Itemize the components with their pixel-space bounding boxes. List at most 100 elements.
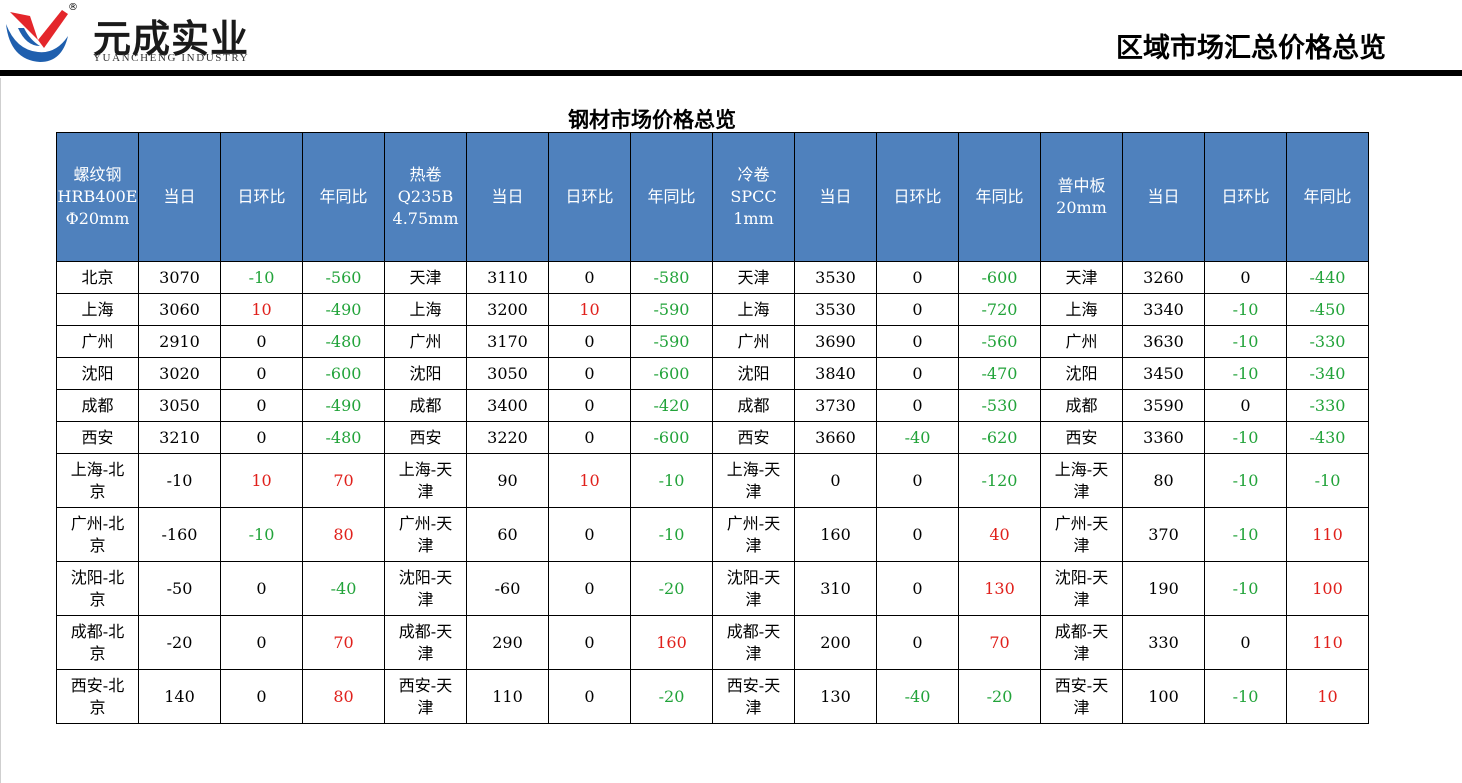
- value-cell: 160: [630, 615, 713, 670]
- value-cell: -480: [302, 325, 385, 358]
- value-cell: 3170: [466, 325, 549, 358]
- value-cell: 0: [220, 357, 303, 390]
- value-cell: 290: [466, 615, 549, 670]
- value-cell: -20: [138, 615, 221, 670]
- column-header: 日环比: [220, 132, 303, 262]
- value-cell: -40: [876, 669, 959, 724]
- region-cell: 上海-北京: [56, 453, 139, 508]
- value-cell: -40: [302, 561, 385, 616]
- value-cell: -330: [1286, 325, 1369, 358]
- table-row: 成都-北京 -20 0 70 成都-天津 290 0 160 成都-天津 200 0 70 成都-天津 3…: [56, 615, 1369, 670]
- region-cell: 北京: [56, 261, 139, 294]
- value-cell: 3260: [1122, 261, 1205, 294]
- region-cell: 上海: [1040, 293, 1123, 326]
- region-cell: 上海-天津: [712, 453, 795, 508]
- column-header: 当日: [1122, 132, 1205, 262]
- region-cell: 广州-天津: [384, 507, 467, 562]
- table-row: 上海-北京 -10 10 70 上海-天津 90 10 -10 上海-天津 0 0 -120 上海-天津…: [56, 453, 1369, 508]
- region-cell: 沈阳: [384, 357, 467, 390]
- value-cell: 0: [876, 615, 959, 670]
- table-row: 上海 3060 10 -490 上海 3200 10 -590 上海 3530 0 -720 上海 334…: [56, 293, 1369, 326]
- value-cell: 3530: [794, 293, 877, 326]
- value-cell: -10: [1204, 357, 1287, 390]
- value-cell: -20: [630, 561, 713, 616]
- value-cell: -560: [958, 325, 1041, 358]
- value-cell: 3110: [466, 261, 549, 294]
- column-header: 年同比: [302, 132, 385, 262]
- region-cell: 西安: [712, 421, 795, 454]
- value-cell: 3220: [466, 421, 549, 454]
- region-cell: 西安-北京: [56, 669, 139, 724]
- region-cell: 上海: [384, 293, 467, 326]
- value-cell: 3400: [466, 389, 549, 422]
- table-header-row: 螺纹钢 HRB400E Φ20mm 当日 日环比 年同比 热卷 Q235B 4.75mm 当日 日环…: [56, 132, 1369, 262]
- region-cell: 西安-天津: [1040, 669, 1123, 724]
- value-cell: 0: [220, 561, 303, 616]
- value-cell: -160: [138, 507, 221, 562]
- region-cell: 沈阳: [56, 357, 139, 390]
- value-cell: 0: [548, 561, 631, 616]
- column-header: 普中板 20mm: [1040, 132, 1123, 262]
- page-header: ® 元成实业 YUANCHENG INDUSTRY 区域市场汇总价格总览: [0, 0, 1462, 78]
- value-cell: 0: [548, 389, 631, 422]
- column-header: 日环比: [548, 132, 631, 262]
- logo-english-name: YUANCHENG INDUSTRY: [93, 52, 250, 64]
- value-cell: 0: [876, 293, 959, 326]
- table-row: 沈阳-北京 -50 0 -40 沈阳-天津 -60 0 -20 沈阳-天津 310 0 130 沈阳-天…: [56, 561, 1369, 616]
- value-cell: 0: [876, 389, 959, 422]
- value-cell: 200: [794, 615, 877, 670]
- value-cell: 0: [220, 421, 303, 454]
- value-cell: 3050: [138, 389, 221, 422]
- value-cell: 0: [548, 615, 631, 670]
- value-cell: -470: [958, 357, 1041, 390]
- value-cell: -600: [302, 357, 385, 390]
- value-cell: 130: [958, 561, 1041, 616]
- section-title: 钢材市场价格总览: [568, 108, 736, 132]
- value-cell: 190: [1122, 561, 1205, 616]
- registered-mark: ®: [68, 2, 78, 13]
- column-header: 冷卷 SPCC 1mm: [712, 132, 795, 262]
- region-cell: 广州-天津: [712, 507, 795, 562]
- price-table: 螺纹钢 HRB400E Φ20mm 当日 日环比 年同比 热卷 Q235B 4.75mm 当日 日环…: [56, 132, 1369, 724]
- value-cell: 3590: [1122, 389, 1205, 422]
- region-cell: 西安: [1040, 421, 1123, 454]
- region-cell: 沈阳-天津: [384, 561, 467, 616]
- value-cell: -10: [1204, 325, 1287, 358]
- value-cell: 70: [302, 615, 385, 670]
- column-header: 日环比: [1204, 132, 1287, 262]
- value-cell: -10: [1204, 561, 1287, 616]
- region-cell: 成都: [1040, 389, 1123, 422]
- region-cell: 西安-天津: [712, 669, 795, 724]
- region-cell: 广州: [1040, 325, 1123, 358]
- column-header: 热卷 Q235B 4.75mm: [384, 132, 467, 262]
- value-cell: 100: [1122, 669, 1205, 724]
- value-cell: 70: [302, 453, 385, 508]
- region-cell: 上海: [56, 293, 139, 326]
- value-cell: -40: [876, 421, 959, 454]
- value-cell: -590: [630, 293, 713, 326]
- value-cell: 3210: [138, 421, 221, 454]
- region-cell: 天津: [712, 261, 795, 294]
- value-cell: 3340: [1122, 293, 1205, 326]
- value-cell: 60: [466, 507, 549, 562]
- value-cell: 3840: [794, 357, 877, 390]
- value-cell: -10: [220, 507, 303, 562]
- table-row: 沈阳 3020 0 -600 沈阳 3050 0 -600 沈阳 3840 0 -470 沈阳 3450-…: [56, 357, 1369, 390]
- value-cell: -600: [630, 421, 713, 454]
- value-cell: -10: [630, 507, 713, 562]
- table-row: 西安 3210 0 -480 西安 3220 0 -600 西安 3660 -40 -620 西安 336…: [56, 421, 1369, 454]
- value-cell: 3730: [794, 389, 877, 422]
- value-cell: 80: [302, 669, 385, 724]
- value-cell: -10: [1204, 421, 1287, 454]
- value-cell: 70: [958, 615, 1041, 670]
- region-cell: 广州-天津: [1040, 507, 1123, 562]
- column-header: 当日: [466, 132, 549, 262]
- value-cell: 0: [548, 261, 631, 294]
- value-cell: 0: [876, 261, 959, 294]
- column-header: 年同比: [1286, 132, 1369, 262]
- region-cell: 天津: [1040, 261, 1123, 294]
- value-cell: 80: [1122, 453, 1205, 508]
- value-cell: 0: [548, 357, 631, 390]
- region-cell: 广州-北京: [56, 507, 139, 562]
- value-cell: 370: [1122, 507, 1205, 562]
